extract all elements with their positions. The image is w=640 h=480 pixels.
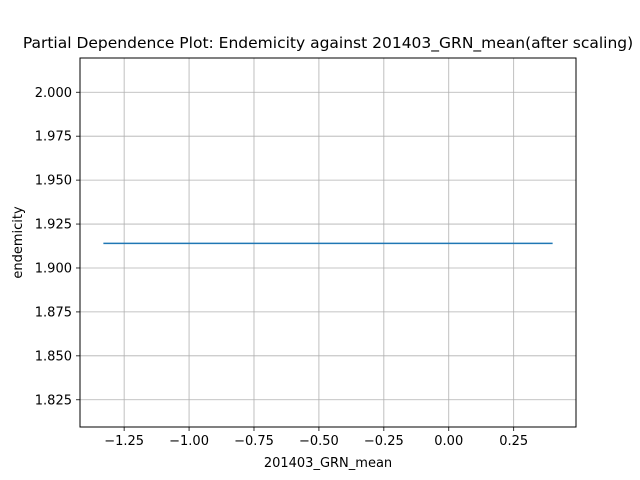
y-tick-label: 1.825	[35, 393, 72, 408]
y-tick-label: 1.975	[35, 130, 72, 145]
y-tick-label: 1.875	[35, 305, 72, 320]
x-tick-label: −1.25	[104, 434, 144, 449]
y-axis-label: endemicity	[11, 206, 26, 279]
y-tick-label: 1.950	[35, 174, 72, 189]
x-tick-label: 0.25	[499, 434, 528, 449]
y-axis: 1.825 1.850 1.875 1.900 1.925 1.950 1.975 2.000	[35, 86, 80, 408]
x-tick-label: −0.50	[299, 434, 339, 449]
chart-title: Partial Dependence Plot: Endemicity agai…	[23, 34, 633, 53]
x-tick-label: −0.75	[234, 434, 274, 449]
x-axis-label: 201403_GRN_mean	[264, 456, 392, 471]
x-axis: −1.25 −1.00 −0.75 −0.50 −0.25 0.00 0.25	[104, 427, 528, 449]
x-tick-label: −0.25	[364, 434, 404, 449]
y-tick-label: 2.000	[35, 86, 72, 101]
grid	[80, 58, 576, 427]
plot-frame	[79, 57, 577, 428]
y-tick-label: 1.850	[35, 349, 72, 364]
y-tick-label: 1.900	[35, 261, 72, 276]
x-tick-label: −1.00	[169, 434, 209, 449]
y-tick-label: 1.925	[35, 218, 72, 233]
x-tick-label: 0.00	[434, 434, 463, 449]
